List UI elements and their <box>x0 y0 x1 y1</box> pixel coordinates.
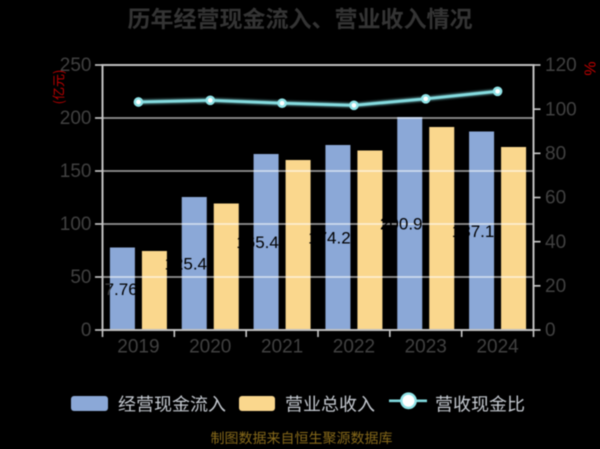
svg-text:80: 80 <box>545 144 566 165</box>
svg-text:2020: 2020 <box>189 337 231 358</box>
svg-text:%: % <box>583 61 600 75</box>
svg-text:2022: 2022 <box>333 337 375 358</box>
svg-text:2021: 2021 <box>261 337 303 358</box>
svg-text:20: 20 <box>545 276 566 297</box>
svg-text:250: 250 <box>60 55 92 76</box>
svg-text:100: 100 <box>545 99 577 120</box>
svg-text:7: 7 <box>105 280 114 299</box>
svg-text:2024: 2024 <box>476 337 519 358</box>
svg-text:125.4: 125.4 <box>164 255 207 274</box>
svg-text:174.2: 174.2 <box>308 229 351 248</box>
svg-text:0: 0 <box>545 320 556 341</box>
svg-text:40: 40 <box>545 232 566 253</box>
svg-text:165.4: 165.4 <box>236 233 279 252</box>
svg-text:200: 200 <box>60 108 92 129</box>
svg-text:120: 120 <box>545 55 577 76</box>
svg-text:150: 150 <box>60 161 92 182</box>
svg-text:60: 60 <box>545 188 566 209</box>
svg-text:0: 0 <box>81 320 92 341</box>
svg-text:200.9: 200.9 <box>380 215 423 234</box>
svg-text:77.76: 77.76 <box>95 280 138 299</box>
svg-text:2019: 2019 <box>117 337 159 358</box>
svg-text:100: 100 <box>60 214 92 235</box>
svg-text:50: 50 <box>70 267 91 288</box>
svg-text:187.1: 187.1 <box>452 222 495 241</box>
svg-text:2023: 2023 <box>405 337 447 358</box>
